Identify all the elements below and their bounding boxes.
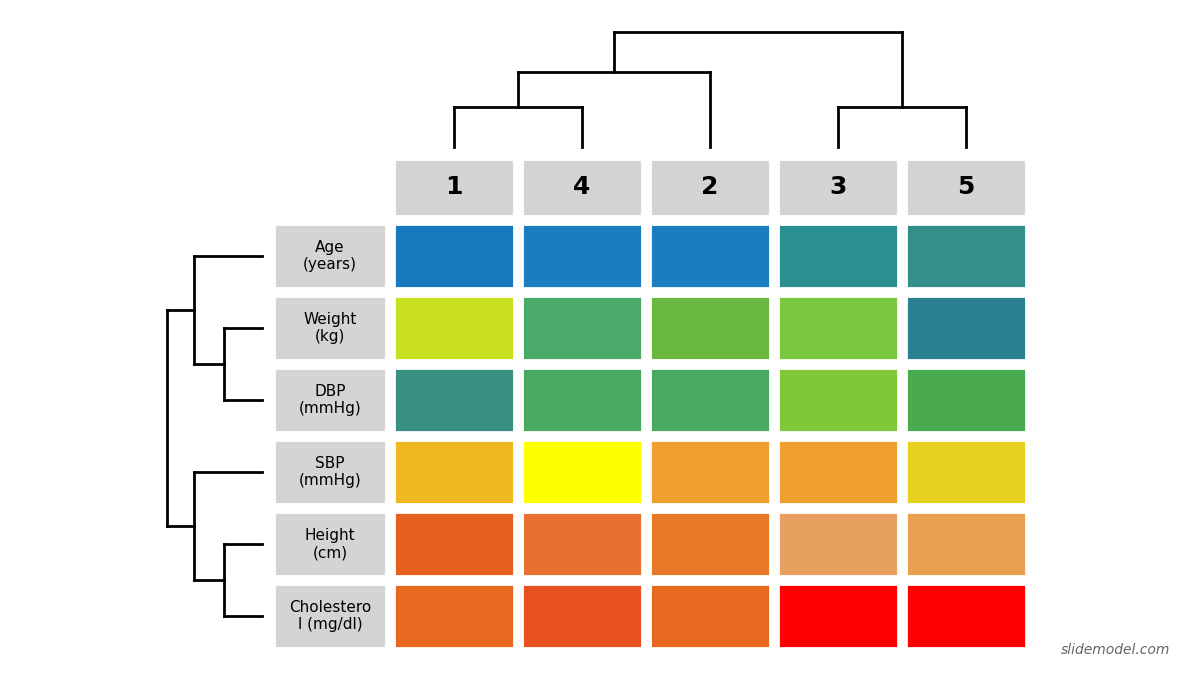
Bar xyxy=(650,368,770,432)
Bar xyxy=(778,440,898,504)
Bar xyxy=(650,224,770,288)
Text: Cholestero
l (mg/dl): Cholestero l (mg/dl) xyxy=(289,600,371,632)
Bar xyxy=(778,224,898,288)
Bar xyxy=(522,368,642,432)
Bar xyxy=(274,440,386,504)
Bar xyxy=(522,296,642,360)
Bar xyxy=(274,224,386,288)
Bar xyxy=(650,440,770,504)
Bar xyxy=(650,159,770,216)
Bar xyxy=(394,368,514,432)
Bar xyxy=(522,440,642,504)
Text: Age
(years): Age (years) xyxy=(302,240,358,272)
Text: 2: 2 xyxy=(701,176,719,200)
Text: 1: 1 xyxy=(445,176,463,200)
Bar xyxy=(650,584,770,648)
Text: 5: 5 xyxy=(958,176,974,200)
Text: Weight
(kg): Weight (kg) xyxy=(304,312,356,344)
Bar xyxy=(394,159,514,216)
Bar xyxy=(906,159,1026,216)
Text: DBP
(mmHg): DBP (mmHg) xyxy=(299,384,361,416)
Bar xyxy=(522,159,642,216)
Bar xyxy=(778,159,898,216)
Bar xyxy=(394,440,514,504)
Text: SBP
(mmHg): SBP (mmHg) xyxy=(299,456,361,488)
Bar xyxy=(778,584,898,648)
Text: slidemodel.com: slidemodel.com xyxy=(1061,643,1170,657)
Bar xyxy=(394,296,514,360)
Bar xyxy=(394,224,514,288)
Bar xyxy=(906,584,1026,648)
Bar xyxy=(522,584,642,648)
Bar xyxy=(394,584,514,648)
Bar xyxy=(778,512,898,576)
Bar xyxy=(274,368,386,432)
Text: 3: 3 xyxy=(829,176,847,200)
Text: Height
(cm): Height (cm) xyxy=(305,528,355,560)
Bar xyxy=(906,368,1026,432)
Bar xyxy=(274,584,386,648)
Bar xyxy=(778,296,898,360)
Bar xyxy=(906,440,1026,504)
Bar xyxy=(394,512,514,576)
Bar xyxy=(906,296,1026,360)
Bar xyxy=(778,368,898,432)
Bar xyxy=(274,296,386,360)
Text: 4: 4 xyxy=(574,176,590,200)
Bar xyxy=(522,512,642,576)
Bar xyxy=(906,224,1026,288)
Bar xyxy=(650,512,770,576)
Bar xyxy=(906,512,1026,576)
Bar xyxy=(274,512,386,576)
Bar xyxy=(650,296,770,360)
Bar xyxy=(522,224,642,288)
